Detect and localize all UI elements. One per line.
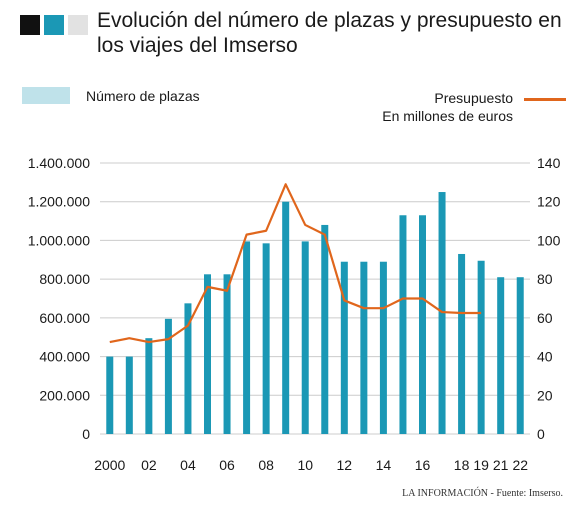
swatch-teal [44,15,64,35]
x-tick-label: 18 [454,457,470,473]
series-line [109,183,482,344]
y-right-tick-label: 40 [537,349,553,365]
y-right-tick-label: 20 [537,387,553,403]
y-right-tick-label: 0 [537,426,545,442]
legend-line-label-2: En millones de euros [382,108,513,124]
legend-line-swatch [524,98,566,101]
brand-swatches [20,15,88,35]
y-left-tick-label: 800.000 [39,271,90,287]
source-note: LA INFORMACIÓN - Fuente: Imserso. [402,488,563,499]
y-right-tick-label: 80 [537,271,553,287]
x-tick-label: 10 [297,457,313,473]
bar [477,260,485,434]
y-left-tick-label: 200.000 [39,387,90,403]
bar [243,241,251,434]
y-left-tick-label: 600.000 [39,310,90,326]
bar [497,277,505,434]
x-tick-label: 19 [473,457,489,473]
y-right-tick-label: 140 [537,155,561,171]
y-right-tick-label: 120 [537,194,561,210]
bar [360,261,368,434]
x-tick-label: 04 [180,457,196,473]
x-tick-label: 02 [141,457,157,473]
y-right-tick-label: 100 [537,232,561,248]
legend-line-label-1: Presupuesto [434,90,513,106]
bar [379,261,387,434]
bar [282,201,290,434]
legend-bars-swatch [22,87,70,104]
bar [399,215,407,434]
x-tick-label: 06 [219,457,235,473]
bar [516,277,524,434]
y-left-tick-label: 400.000 [39,349,90,365]
bar [301,241,309,434]
y-left-tick-label: 1.000.000 [28,232,90,248]
x-tick-label: 14 [376,457,392,473]
x-tick-label: 2000 [94,457,125,473]
y-left-tick-label: 1.200.000 [28,194,90,210]
bar [340,261,348,434]
bar [458,253,466,434]
legend-line-label: Presupuesto En millones de euros [382,89,513,125]
legend-bars-label: Número de plazas [86,88,200,104]
y-left-tick-label: 0 [82,426,90,442]
x-tick-label: 16 [415,457,431,473]
x-tick-label: 22 [512,457,528,473]
bar [204,274,211,434]
chart-title: Evolución del número de plazas y presupu… [97,9,562,57]
bar [164,318,172,434]
bar [106,356,114,434]
swatch-grey [68,15,88,35]
bar [125,356,133,434]
bar [184,303,192,434]
x-tick-label: 12 [337,457,353,473]
x-tick-label: 21 [493,457,509,473]
y-left-tick-label: 1.400.000 [28,155,90,171]
bar [223,274,231,434]
x-tick-label: 08 [258,457,274,473]
y-right-tick-label: 60 [537,310,553,326]
bar [145,338,153,434]
bar [262,243,270,434]
swatch-black [20,15,40,35]
bar [419,215,426,434]
bar [321,224,329,434]
